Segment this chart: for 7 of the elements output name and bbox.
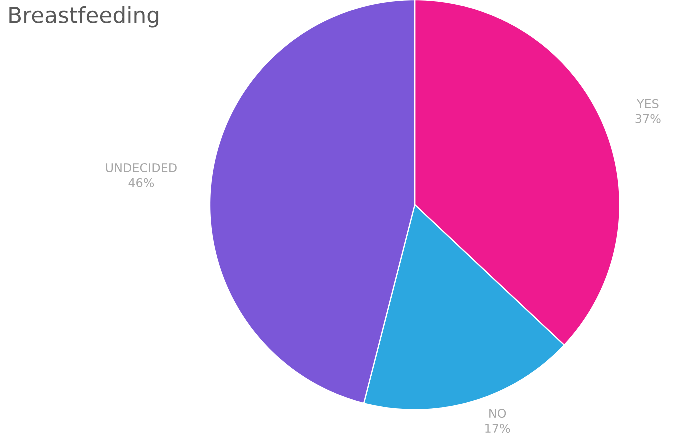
- data-label: 17%: [486, 424, 510, 433]
- slice-label: UNDECIDED: [106, 163, 177, 172]
- data-label: 37%: [636, 114, 661, 124]
- slice-label: YES: [636, 99, 659, 108]
- data-label: 46%: [128, 178, 154, 188]
- slice-label: NO: [490, 409, 506, 418]
- chart-title: Breastfeeding: [10, 6, 159, 28]
